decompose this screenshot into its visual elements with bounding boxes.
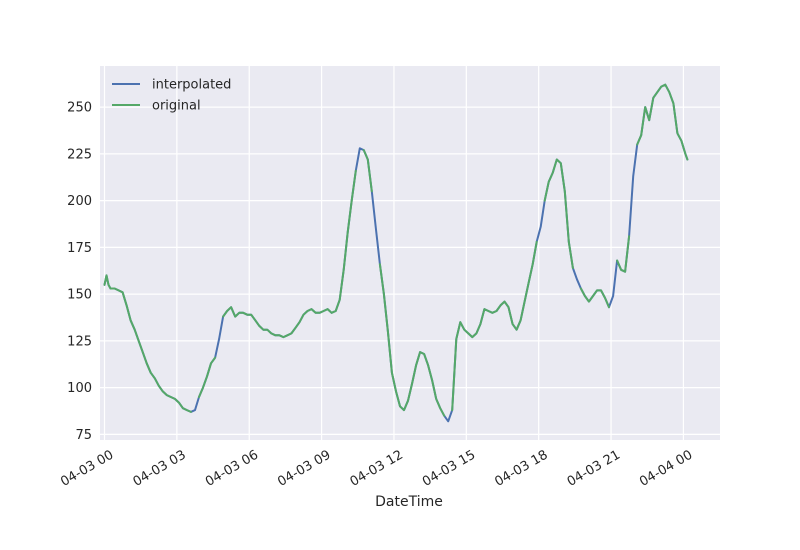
y-tick-label: 250 — [67, 101, 92, 116]
x-tick-label: 04-03 06 — [203, 448, 261, 490]
y-tick-label: 150 — [67, 288, 92, 303]
legend-label: original — [152, 99, 201, 114]
x-tick-label: 04-03 00 — [58, 448, 116, 490]
legend: interpolated original — [112, 78, 231, 114]
y-tick-label: 225 — [67, 147, 92, 162]
y-tick-label: 75 — [75, 428, 92, 443]
y-axis: 75 100 125 150 175 200 225 250 — [67, 101, 92, 443]
x-tick-label: 04-03 21 — [565, 448, 623, 490]
x-axis-label: DateTime — [375, 494, 443, 510]
plot-area — [100, 66, 720, 440]
series-line-original — [103, 83, 689, 417]
legend-label: interpolated — [152, 78, 231, 93]
x-tick-label: 04-03 09 — [275, 448, 333, 490]
x-tick-label: 04-03 12 — [348, 448, 406, 490]
x-axis: 04-03 00 04-03 03 04-03 06 04-03 09 04-03 12… — [58, 448, 695, 490]
y-tick-label: 200 — [67, 194, 92, 209]
x-tick-label: 04-03 15 — [420, 448, 478, 490]
y-tick-label: 175 — [67, 241, 92, 256]
gridlines — [100, 66, 720, 440]
x-tick-label: 04-04 00 — [637, 448, 695, 490]
y-tick-label: 125 — [67, 334, 92, 349]
y-tick-label: 100 — [67, 381, 92, 396]
x-tick-label: 04-03 03 — [131, 448, 189, 490]
x-tick-label: 04-03 18 — [492, 448, 550, 490]
series-lines — [103, 83, 689, 423]
